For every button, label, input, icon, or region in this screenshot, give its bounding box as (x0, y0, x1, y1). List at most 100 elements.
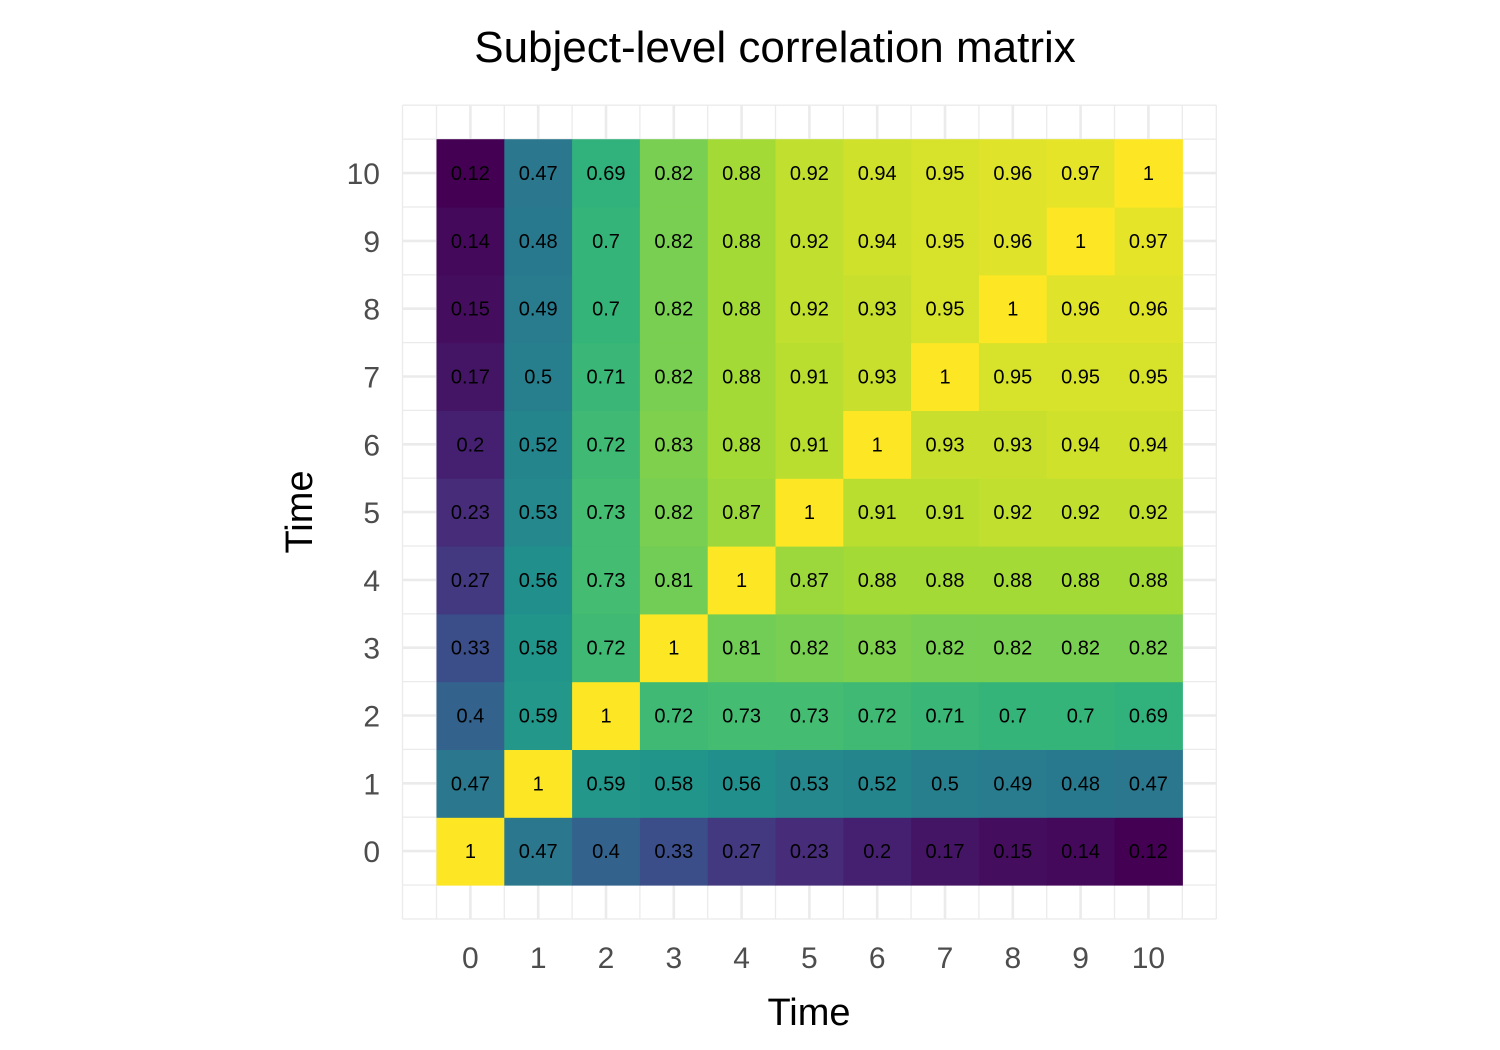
cell-value-label: 0.4 (592, 841, 620, 863)
cell-value-label: 0.92 (790, 163, 829, 185)
cell-value-label: 0.88 (858, 570, 897, 592)
cell-value-label: 0.73 (790, 706, 829, 728)
heatmap-cell-8-3 (978, 613, 1048, 683)
heatmap-cell-7-1 (911, 749, 980, 818)
heatmap-cell-5-7 (775, 342, 844, 411)
heatmap-cell-9-6 (1046, 410, 1116, 479)
cell-value-label: 0.27 (451, 570, 490, 592)
cell-value-label: 0.94 (1129, 434, 1168, 456)
cell-value-label: 0.92 (1129, 502, 1168, 524)
heatmap-cell-7-4 (911, 546, 980, 615)
x-axis-ticks: 0 1 2 3 4 5 6 7 8 9 10 (462, 942, 1165, 975)
heatmap-cell-9-7 (1046, 342, 1116, 411)
cell-value-label: 0.92 (790, 299, 829, 321)
cell-value-label: 0.96 (1129, 299, 1168, 321)
cell-value-label: 0.58 (519, 638, 558, 660)
heatmap-cell-0-7 (436, 342, 505, 411)
heatmap-cell-1-3 (504, 613, 573, 683)
heatmap-cell-4-1 (707, 749, 777, 818)
cell-value-label: 0.52 (858, 773, 897, 795)
cell-value-label: 0.58 (654, 773, 693, 795)
cell-value-label: 0.14 (451, 231, 490, 253)
heatmap-cell-6-4 (843, 546, 912, 615)
y-tick-label: 7 (363, 362, 380, 395)
heatmap-cell-4-0 (707, 817, 777, 886)
cell-value-label: 0.88 (722, 299, 761, 321)
heatmap-cell-8-9 (978, 207, 1048, 276)
cell-value-label: 0.52 (519, 434, 558, 456)
heatmap-cell-2-10 (572, 139, 641, 208)
cell-value-label: 0.95 (1129, 367, 1168, 389)
cell-value-label: 0.5 (931, 773, 959, 795)
cell-value-label: 0.94 (1061, 434, 1100, 456)
heatmap-cell-0-10 (436, 139, 505, 208)
heatmap-cell-5-8 (775, 274, 844, 344)
heatmap-cell-6-10 (843, 139, 912, 208)
cell-value-label: 0.23 (790, 841, 829, 863)
heatmap-cell-6-5 (843, 478, 912, 547)
heatmap-cell-5-10 (775, 139, 844, 208)
heatmap-cell-4-4 (707, 546, 777, 615)
x-tick-label: 8 (1004, 942, 1021, 975)
cell-value-label: 0.17 (451, 367, 490, 389)
cell-value-label: 0.95 (926, 299, 965, 321)
cell-value-label: 0.72 (587, 434, 626, 456)
cell-value-label: 1 (1007, 299, 1018, 321)
y-tick-label: 9 (363, 226, 380, 259)
heatmap-cell-8-0 (978, 817, 1048, 886)
x-tick-label: 5 (801, 942, 818, 975)
heatmap-cell-2-2 (572, 681, 641, 750)
heatmap-cell-10-5 (1114, 478, 1183, 547)
heatmap-cell-10-1 (1114, 749, 1183, 818)
cell-value-label: 0.92 (1061, 502, 1100, 524)
cell-value-label: 0.69 (1129, 706, 1168, 728)
heatmap-cell-0-3 (436, 613, 505, 683)
heatmap-cell-10-6 (1114, 410, 1183, 479)
cell-value-label: 1 (533, 773, 544, 795)
heatmap-cell-1-1 (504, 749, 573, 818)
heatmap-cell-0-1 (436, 749, 505, 818)
cell-value-label: 0.82 (654, 299, 693, 321)
cell-value-label: 0.82 (654, 163, 693, 185)
cell-value-label: 0.82 (654, 502, 693, 524)
cell-value-label: 0.72 (654, 706, 693, 728)
cell-value-label: 0.82 (790, 638, 829, 660)
heatmap-cell-10-4 (1114, 546, 1183, 615)
cell-value-label: 0.88 (722, 163, 761, 185)
cell-value-label: 0.53 (790, 773, 829, 795)
cell-value-label: 0.95 (926, 231, 965, 253)
heatmap-cell-7-7 (911, 342, 980, 411)
cell-value-label: 0.97 (1061, 163, 1100, 185)
cell-value-label: 0.88 (926, 570, 965, 592)
cell-value-label: 0.2 (456, 434, 484, 456)
cell-value-label: 0.15 (993, 841, 1032, 863)
cell-value-label: 1 (1075, 231, 1086, 253)
cell-value-label: 1 (1143, 163, 1154, 185)
heatmap-cell-1-2 (504, 681, 573, 750)
cell-value-label: 1 (465, 841, 476, 863)
cell-value-label: 1 (736, 570, 747, 592)
heatmap-cell-3-5 (639, 478, 709, 547)
cell-value-label: 0.7 (1067, 706, 1095, 728)
cell-value-label: 0.71 (926, 706, 965, 728)
cell-value-label: 0.7 (592, 299, 620, 321)
heatmap-cell-3-10 (639, 139, 709, 208)
cell-value-label: 0.5 (524, 367, 552, 389)
heatmap-cell-6-7 (843, 342, 912, 411)
heatmap-cell-0-5 (436, 478, 505, 547)
heatmap-cell-4-2 (707, 681, 777, 750)
y-tick-label: 2 (363, 701, 380, 734)
heatmap-cell-2-6 (572, 410, 641, 479)
heatmap-cell-1-0 (504, 817, 573, 886)
cell-value-label: 0.88 (1129, 570, 1168, 592)
cell-value-label: 0.94 (858, 231, 897, 253)
cell-value-label: 0.88 (1061, 570, 1100, 592)
heatmap-cell-7-10 (911, 139, 980, 208)
x-tick-label: 0 (462, 942, 479, 975)
heatmap-cell-5-6 (775, 410, 844, 479)
cell-value-label: 0.47 (1129, 773, 1168, 795)
x-axis-title: Time (767, 992, 850, 1034)
cell-value-label: 0.82 (993, 638, 1032, 660)
heatmap-cell-6-1 (843, 749, 912, 818)
cell-value-label: 0.59 (519, 706, 558, 728)
